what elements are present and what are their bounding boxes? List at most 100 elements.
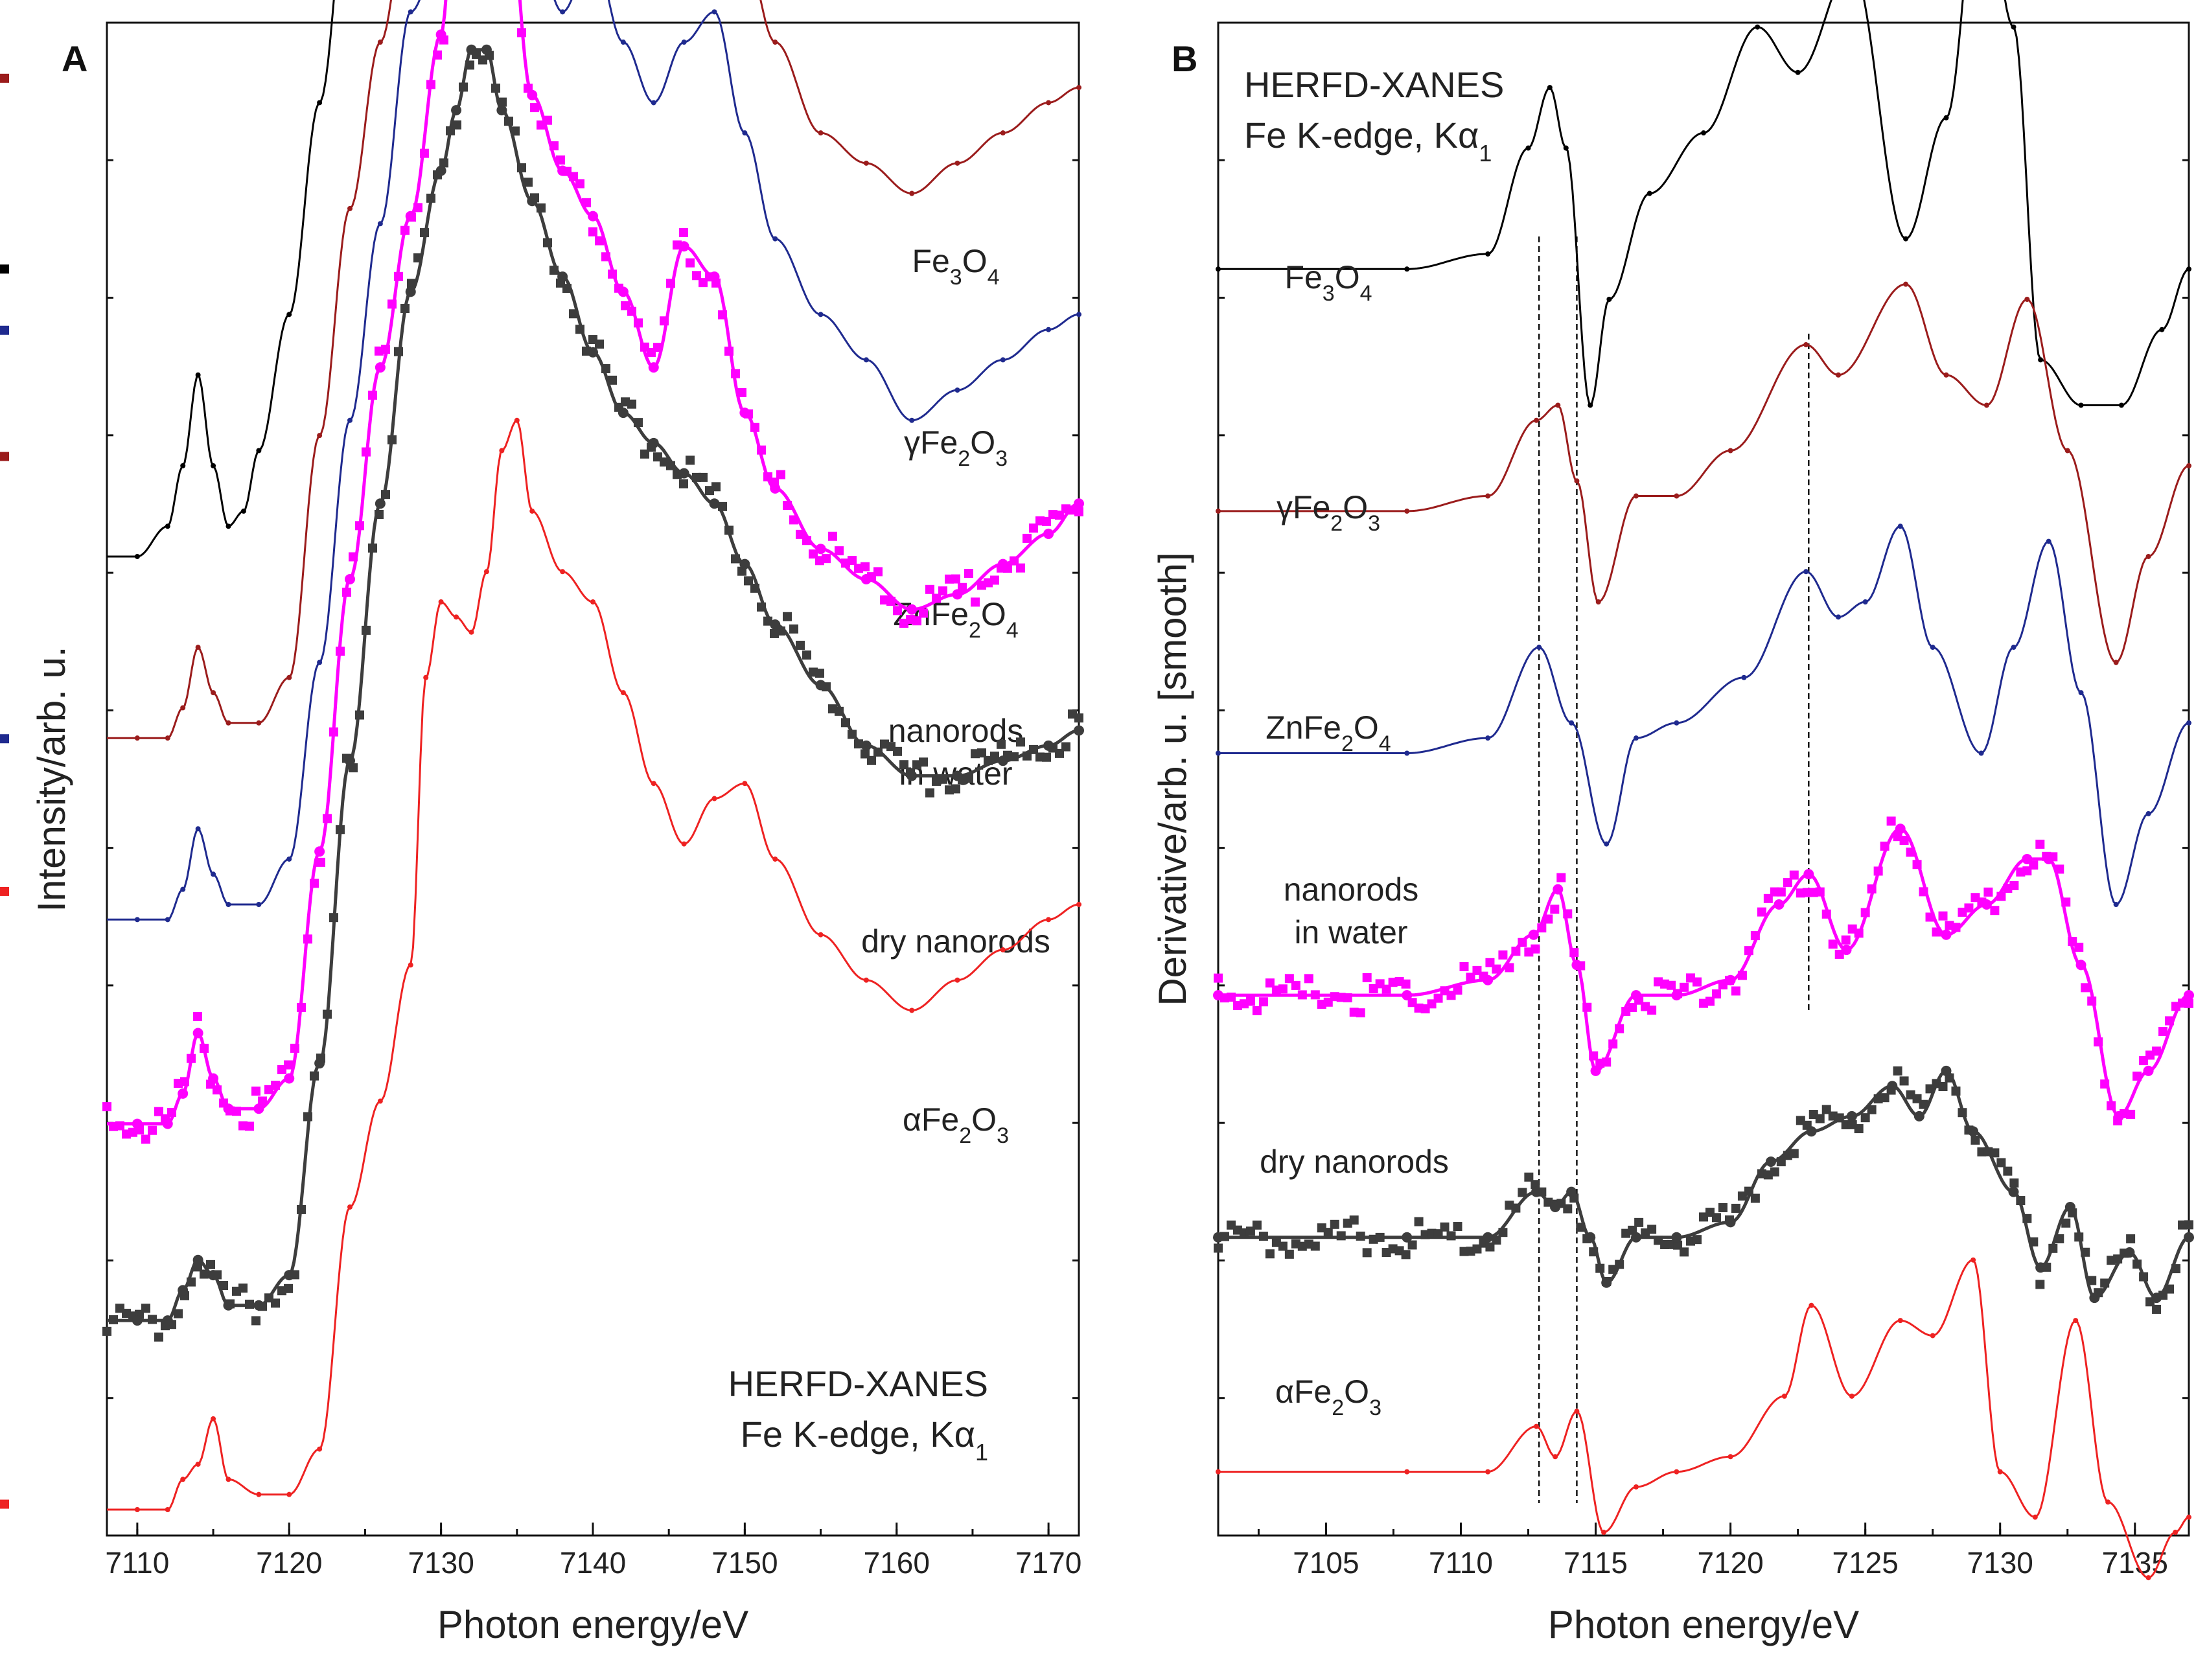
series-2-point xyxy=(1485,735,1491,741)
series-4-marker xyxy=(867,755,876,765)
series-3-marker xyxy=(1821,909,1831,919)
series-5-point xyxy=(165,1507,170,1512)
series-4-marker xyxy=(1938,1081,1948,1091)
series-3-marker xyxy=(737,387,746,397)
series-0-label: Fe3O4 xyxy=(912,243,999,290)
series-5-point xyxy=(1897,1318,1903,1324)
series-2-point xyxy=(2046,538,2051,544)
series-3-marker xyxy=(1776,887,1786,897)
series-4 xyxy=(1213,1065,2194,1314)
series-1-point xyxy=(377,40,383,45)
series-3-marker xyxy=(148,1125,157,1135)
series-4-point xyxy=(2184,1232,2194,1243)
series-1-point xyxy=(2186,463,2191,468)
series-3-marker xyxy=(310,879,319,888)
series-4-point xyxy=(1213,1232,1223,1243)
series-4-marker xyxy=(245,1299,254,1309)
series-1-point xyxy=(134,735,140,741)
series-4-marker xyxy=(381,490,390,500)
series-4-marker xyxy=(465,60,474,70)
series-4-point xyxy=(466,44,477,55)
series-4-marker xyxy=(997,739,1006,749)
series-3-marker xyxy=(2152,1046,2162,1056)
series-0-point xyxy=(2159,327,2165,332)
series-3-marker xyxy=(1919,887,1928,897)
series-3-point xyxy=(709,271,720,282)
series-4 xyxy=(102,44,1084,1342)
series-3-point xyxy=(405,211,416,222)
series-4-point xyxy=(678,468,689,479)
series-3-marker xyxy=(1932,927,1941,937)
series-3-marker xyxy=(1925,912,1935,922)
series-4-marker xyxy=(1498,1228,1508,1237)
series-4-marker xyxy=(1576,1223,1586,1232)
series-3-marker xyxy=(1023,533,1032,543)
series-4-marker xyxy=(2152,1304,2162,1314)
series-4-marker xyxy=(394,347,403,356)
series-3-marker xyxy=(1860,908,1870,917)
series-5-point xyxy=(2145,1575,2151,1581)
series-3-point xyxy=(1725,974,1736,985)
series-3-marker xyxy=(1628,1002,1637,1012)
series-2-point xyxy=(2186,720,2191,726)
series-4-marker xyxy=(511,126,520,136)
series-4-marker xyxy=(1789,1149,1799,1158)
series-4-marker xyxy=(459,82,468,92)
series-3-marker xyxy=(1433,993,1443,1003)
series-1-point xyxy=(1046,100,1052,106)
series-3-marker xyxy=(187,1053,196,1063)
series-3-marker xyxy=(783,501,792,511)
series-3-point xyxy=(345,573,355,584)
series-5-point xyxy=(2105,1499,2111,1505)
series-3-marker xyxy=(543,115,552,125)
series-3-marker xyxy=(1304,974,1313,984)
series-3-point xyxy=(435,29,446,40)
series-4-marker xyxy=(1485,1242,1495,1252)
series-4-marker xyxy=(2029,1237,2039,1247)
series-1-point xyxy=(180,705,186,711)
series-4-point xyxy=(1766,1156,1777,1167)
series-3-marker xyxy=(569,172,578,181)
series-3-marker xyxy=(1667,980,1676,990)
series-3-marker xyxy=(608,270,617,279)
series-3-marker xyxy=(1550,904,1560,914)
series-4-marker xyxy=(1446,1231,1456,1241)
series-4-label: dry nanorods xyxy=(861,923,1050,960)
x-tick-label: 7105 xyxy=(1293,1546,1359,1580)
series-4-marker xyxy=(783,612,792,621)
series-4-marker xyxy=(329,913,338,923)
series-3-point xyxy=(375,362,386,373)
series-5-point xyxy=(620,690,626,696)
series-4-marker xyxy=(1693,1235,1702,1245)
series-3-marker xyxy=(1789,870,1799,880)
series-3-marker xyxy=(154,1107,163,1116)
series-4-point xyxy=(709,498,720,509)
series-3-point xyxy=(678,241,689,252)
series-4-marker xyxy=(699,472,708,482)
series-4-marker xyxy=(323,1009,332,1019)
series-4-marker xyxy=(504,117,513,126)
series-3-point xyxy=(1895,823,1906,834)
series-4-marker xyxy=(2003,1166,2013,1176)
series-0-point xyxy=(211,463,216,468)
series-3-point xyxy=(1528,929,1539,940)
series-3-point xyxy=(907,604,918,615)
series-3-marker xyxy=(1531,944,1540,954)
series-4-point xyxy=(770,619,781,630)
series-3-marker xyxy=(1214,973,1223,983)
series-2-point xyxy=(225,902,231,907)
series-5-point xyxy=(1553,1454,1558,1460)
series-5-label: αFe2O3 xyxy=(903,1101,1009,1148)
series-4-marker xyxy=(1854,1124,1864,1134)
series-5-point xyxy=(1534,1423,1540,1429)
series-3-marker xyxy=(653,343,662,352)
series-4-marker xyxy=(977,748,986,758)
series-5-point xyxy=(1000,947,1006,953)
series-4-point xyxy=(435,165,446,176)
series-4-point xyxy=(1074,725,1084,736)
series-4-marker xyxy=(187,1277,196,1287)
series-0-point xyxy=(1404,266,1410,272)
series-4-point xyxy=(907,770,918,781)
series-4-marker xyxy=(1860,1113,1870,1123)
series-3-marker xyxy=(2035,839,2045,849)
